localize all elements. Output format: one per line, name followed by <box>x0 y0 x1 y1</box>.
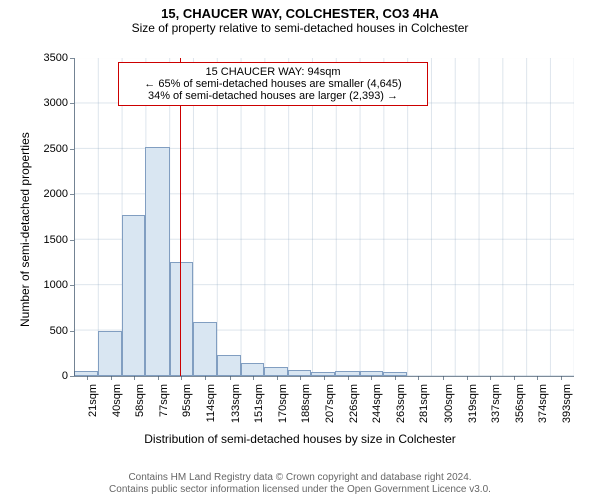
histogram-bar <box>264 367 288 376</box>
x-tick-label: 263sqm <box>395 384 407 434</box>
annotation-box: 15 CHAUCER WAY: 94sqm ← 65% of semi-deta… <box>118 62 428 106</box>
x-tick-label: 356sqm <box>514 384 526 434</box>
y-tick-label: 500 <box>30 325 68 337</box>
histogram-bar <box>98 331 122 376</box>
histogram-bar <box>122 215 145 376</box>
x-tick-label: 95sqm <box>181 384 193 434</box>
y-axis-line <box>74 58 75 376</box>
y-tick-label: 3000 <box>30 97 68 109</box>
histogram-bar <box>193 322 217 377</box>
annotation-line3: 34% of semi-detached houses are larger (… <box>122 90 424 102</box>
y-axis-label: Number of semi-detached properties <box>18 132 32 327</box>
histogram-bar <box>145 147 169 376</box>
x-tick-label: 319sqm <box>467 384 479 434</box>
x-tick-label: 281sqm <box>418 384 430 434</box>
x-tick-label: 337sqm <box>490 384 502 434</box>
x-tick-label: 21sqm <box>87 384 99 434</box>
x-tick-label: 58sqm <box>134 384 146 434</box>
y-tick-label: 1000 <box>30 279 68 291</box>
x-tick-label: 151sqm <box>253 384 265 434</box>
x-tick-label: 393sqm <box>561 384 573 434</box>
x-tick-label: 188sqm <box>300 384 312 434</box>
histogram-bar <box>170 262 193 376</box>
x-tick-label: 40sqm <box>111 384 123 434</box>
y-tick-label: 2500 <box>30 143 68 155</box>
x-tick-label: 244sqm <box>371 384 383 434</box>
histogram-bar <box>241 363 264 376</box>
annotation-line1: 15 CHAUCER WAY: 94sqm <box>122 66 424 78</box>
footer-line1: Contains HM Land Registry data © Crown c… <box>0 472 600 484</box>
y-tick-label: 0 <box>30 370 68 382</box>
x-tick-label: 226sqm <box>348 384 360 434</box>
histogram-bar <box>217 355 241 376</box>
x-tick-label: 374sqm <box>537 384 549 434</box>
footer: Contains HM Land Registry data © Crown c… <box>0 472 600 496</box>
page-subtitle: Size of property relative to semi-detach… <box>0 21 600 35</box>
x-tick-label: 133sqm <box>230 384 242 434</box>
x-tick-label: 170sqm <box>277 384 289 434</box>
y-tick-label: 2000 <box>30 188 68 200</box>
y-tick-label: 3500 <box>30 52 68 64</box>
x-tick-label: 114sqm <box>205 384 217 434</box>
x-axis-label: Distribution of semi-detached houses by … <box>0 432 600 446</box>
x-tick-label: 207sqm <box>324 384 336 434</box>
chart-container: 15, CHAUCER WAY, COLCHESTER, CO3 4HA Siz… <box>0 0 600 500</box>
x-tick-label: 300sqm <box>443 384 455 434</box>
x-tick-label: 77sqm <box>158 384 170 434</box>
footer-line3: Contains public sector information licen… <box>0 484 600 496</box>
page-title: 15, CHAUCER WAY, COLCHESTER, CO3 4HA <box>0 0 600 21</box>
annotation-line2: ← 65% of semi-detached houses are smalle… <box>122 78 424 90</box>
y-tick-label: 1500 <box>30 234 68 246</box>
